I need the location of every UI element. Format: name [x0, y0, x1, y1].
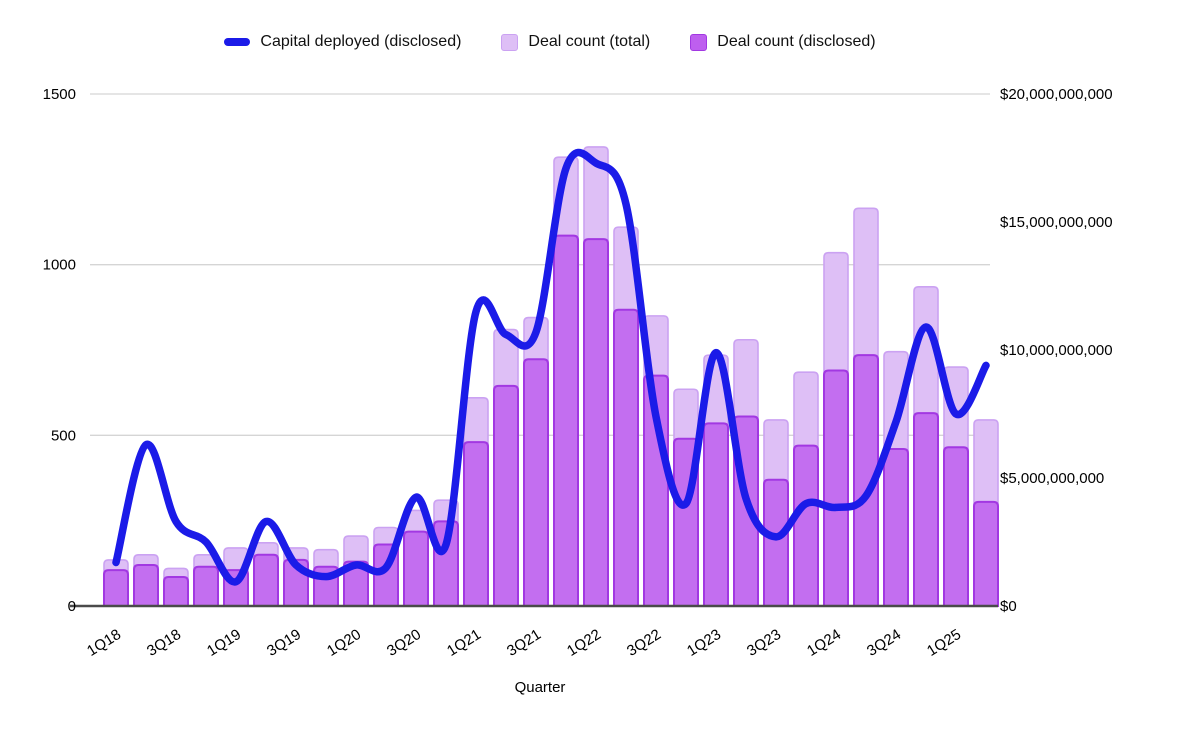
bar-disclosed	[793, 444, 819, 607]
right-axis-tick: $5,000,000,000	[1000, 470, 1104, 487]
legend-item-capital-deployed: Capital deployed (disclosed)	[224, 33, 461, 51]
x-axis-tick: 3Q21	[504, 626, 544, 660]
line-swatch-icon	[224, 38, 251, 46]
left-axis-tick: 1500	[43, 86, 76, 103]
x-axis-tick: 1Q18	[84, 626, 124, 660]
bar-disclosed	[703, 422, 729, 607]
bar-disclosed	[583, 238, 609, 607]
bar-disclosed	[163, 575, 189, 607]
x-axis-tick: 3Q23	[744, 626, 784, 660]
bar-disclosed	[913, 412, 939, 607]
x-axis-title: Quarter	[515, 679, 566, 696]
x-axis-tick: 3Q19	[264, 626, 304, 660]
legend-label: Deal count (total)	[528, 33, 651, 50]
bar-disclosed	[613, 308, 639, 607]
bar-disclosed	[523, 358, 549, 607]
bars-deal-count-disclosed	[103, 234, 999, 607]
legend-item-deal-count-total: Deal count (total)	[501, 33, 650, 51]
bar-disclosed	[853, 354, 879, 607]
bar-disclosed	[133, 564, 159, 607]
legend-label: Deal count (disclosed)	[717, 33, 876, 50]
bar-disclosed	[403, 530, 429, 607]
right-axis-tick: $20,000,000,000	[1000, 86, 1113, 103]
bar-disclosed	[193, 565, 219, 607]
bar-disclosed	[463, 441, 489, 607]
bar-disclosed	[763, 478, 789, 607]
x-axis-tick: 1Q19	[204, 626, 244, 660]
legend-label: Capital deployed (disclosed)	[260, 33, 462, 50]
x-axis-tick: 1Q21	[444, 626, 484, 660]
bar-swatch-total-icon	[501, 33, 519, 51]
legend-item-deal-count-disclosed: Deal count (disclosed)	[690, 33, 876, 51]
bar-disclosed	[943, 446, 969, 607]
x-axis-tick: 3Q20	[384, 626, 424, 660]
left-axis-tick: 500	[51, 427, 76, 444]
x-axis-tick: 3Q24	[864, 626, 904, 660]
x-axis-tick: 1Q22	[564, 626, 604, 660]
bar-disclosed	[973, 500, 999, 607]
x-axis-tick: 1Q20	[324, 626, 364, 660]
bar-disclosed	[253, 553, 279, 607]
bar-disclosed	[553, 234, 579, 607]
right-axis-tick: $15,000,000,000	[1000, 214, 1113, 231]
right-axis-tick: $0	[1000, 598, 1017, 615]
x-axis-tick: 1Q23	[684, 626, 724, 660]
x-axis-tick: 3Q18	[144, 626, 184, 660]
right-axis-tick: $10,000,000,000	[1000, 342, 1113, 359]
x-axis-tick: 1Q25	[924, 626, 964, 660]
bar-disclosed	[103, 569, 129, 607]
bar-disclosed	[883, 447, 909, 607]
x-axis-tick: 1Q24	[804, 626, 844, 660]
x-axis-tick: 3Q22	[624, 626, 664, 660]
bar-swatch-disclosed-icon	[690, 33, 708, 51]
bar-disclosed	[493, 384, 519, 607]
left-axis-tick: 0	[68, 598, 76, 615]
left-axis-tick: 1000	[43, 257, 76, 274]
chart-legend: Capital deployed (disclosed) Deal count …	[0, 33, 1100, 51]
bar-disclosed	[823, 369, 849, 607]
capital-deployed-line	[112, 148, 990, 586]
